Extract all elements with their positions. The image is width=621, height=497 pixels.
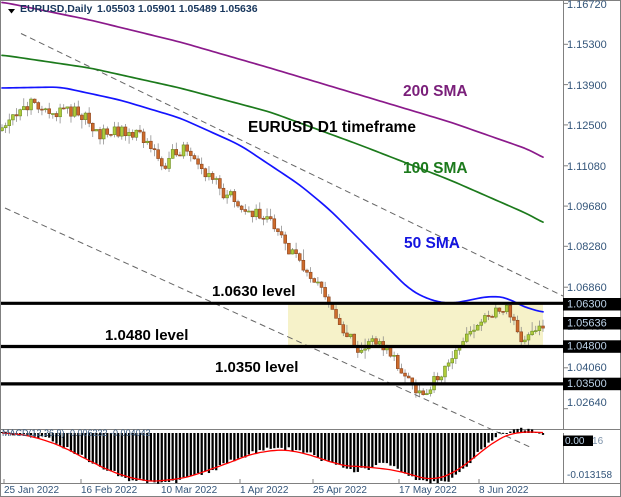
svg-text:1 Apr 2022: 1 Apr 2022 [240, 485, 289, 496]
svg-text:25 Apr 2022: 25 Apr 2022 [313, 485, 367, 496]
svg-text:MACD(12,26,9) -0.006232 -0.004: MACD(12,26,9) -0.006232 -0.004043 [2, 428, 151, 438]
svg-text:17 May 2022: 17 May 2022 [399, 485, 457, 496]
svg-text:25 Jan 2022: 25 Jan 2022 [4, 485, 59, 496]
svg-text:8 Jun 2022: 8 Jun 2022 [479, 485, 529, 496]
svg-text:10 Mar 2022: 10 Mar 2022 [161, 485, 218, 496]
svg-text:0.00: 0.00 [565, 436, 585, 447]
svg-text:-0.013158: -0.013158 [567, 470, 612, 481]
svg-text:16 Feb 2022: 16 Feb 2022 [81, 485, 138, 496]
